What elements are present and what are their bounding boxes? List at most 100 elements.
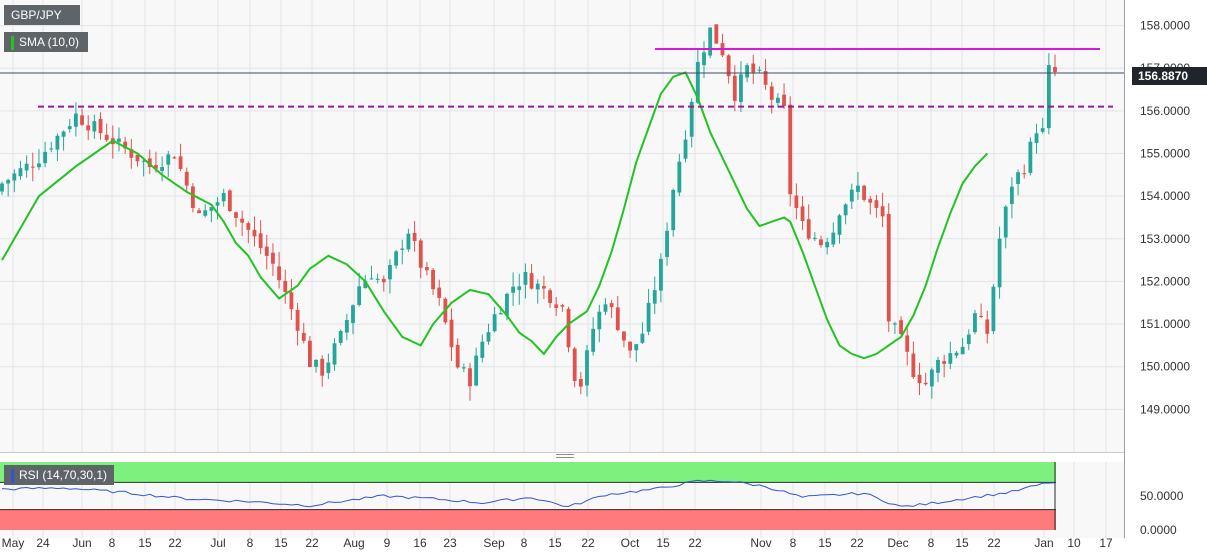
current-price-tag: 156.8870 <box>1132 67 1207 85</box>
candle-up <box>683 139 688 159</box>
x-tick-label: 8 <box>109 536 116 550</box>
candle-up <box>646 302 651 332</box>
candle-up <box>640 333 645 343</box>
candle-up <box>954 352 959 356</box>
sma-color-swatch <box>11 35 14 50</box>
price-tick-label: 153.0000 <box>1140 232 1190 246</box>
x-tick-label: 8 <box>521 536 528 550</box>
sma-legend-text: SMA (10,0) <box>19 35 80 49</box>
rsi-legend[interactable]: RSI (14,70,30,1) <box>4 465 114 485</box>
price-tick-label: 156.0000 <box>1140 104 1190 118</box>
pane-separator <box>0 452 1207 462</box>
candle-down <box>98 118 103 134</box>
x-tick-label: 8 <box>790 536 797 550</box>
candle-down <box>234 212 238 218</box>
candle-down <box>628 341 633 351</box>
candle-up <box>535 283 540 290</box>
candle-up <box>585 350 589 386</box>
sma-line <box>1 71 989 360</box>
candle-down <box>418 240 423 268</box>
candle-up <box>474 355 479 386</box>
candle-down <box>1022 173 1027 175</box>
candle-down <box>431 269 435 290</box>
candle-down <box>449 319 454 348</box>
candle-up <box>831 232 836 245</box>
candle-down <box>622 331 626 341</box>
candle-down <box>80 115 84 125</box>
candle-up <box>991 286 996 332</box>
candle-down <box>609 303 614 308</box>
candle-up <box>461 367 466 369</box>
rsi-overbought-zone <box>0 462 1056 483</box>
candle-down <box>985 319 990 334</box>
x-tick-label: Dec <box>887 536 908 550</box>
candle-up <box>363 280 368 289</box>
x-tick-label: Jun <box>72 536 91 550</box>
candle-down <box>135 154 140 162</box>
candle-down <box>868 198 873 203</box>
candle-up <box>215 202 220 206</box>
candle-up <box>505 293 509 316</box>
rsi-legend-text: RSI (14,70,30,1) <box>19 468 108 482</box>
candle-up <box>332 343 337 365</box>
pane-resize-handle-line[interactable] <box>556 457 574 458</box>
rsi-tick-label: 0.0000 <box>1140 523 1177 537</box>
pane-resize-handle[interactable] <box>556 454 574 455</box>
candle-down <box>1053 67 1057 72</box>
candle-up <box>517 286 522 290</box>
candle-up <box>677 161 682 193</box>
candle-down <box>190 186 195 208</box>
candle-down <box>129 149 134 158</box>
candle-up <box>375 278 380 280</box>
x-tick-label: 22 <box>688 536 702 550</box>
candle-up <box>634 344 639 351</box>
candle-up <box>344 320 349 333</box>
candle-up <box>1028 141 1033 173</box>
candle-up <box>948 353 953 364</box>
candle-down <box>468 368 472 387</box>
candle-up <box>141 160 146 162</box>
candle-down <box>578 378 583 387</box>
candle-down <box>30 166 35 168</box>
candle-up <box>37 163 41 168</box>
x-tick-label: May <box>2 536 25 550</box>
candle-down <box>763 71 768 85</box>
symbol-legend-text: GBP/JPY <box>11 8 62 22</box>
sma-legend[interactable]: SMA (10,0) <box>4 32 88 52</box>
candle-up <box>603 304 608 312</box>
symbol-legend[interactable]: GBP/JPY <box>4 5 80 25</box>
x-tick-label: 17 <box>1099 536 1113 550</box>
candle-down <box>917 374 922 384</box>
candle-down <box>381 278 386 283</box>
candle-down <box>554 304 559 308</box>
candle-up <box>92 121 97 132</box>
candle-down <box>86 125 91 131</box>
x-tick-label: 22 <box>305 536 319 550</box>
candle-up <box>837 215 842 235</box>
candle-up <box>357 286 362 305</box>
candle-down <box>412 232 417 242</box>
candle-up <box>406 233 411 250</box>
candle-down <box>548 290 552 303</box>
x-tick-label: 22 <box>850 536 864 550</box>
x-tick-label: Jul <box>210 536 225 550</box>
candle-up <box>55 135 60 150</box>
candle-up <box>812 237 817 239</box>
candle-up <box>369 278 374 280</box>
candle-up <box>203 210 208 216</box>
candle-down <box>572 348 577 382</box>
candle-down <box>819 239 823 246</box>
candle-up <box>929 369 934 387</box>
candle-up <box>936 359 940 373</box>
candle-up <box>966 334 971 345</box>
candle-down <box>751 63 756 73</box>
candle-down <box>769 86 774 100</box>
x-tick-label: Sep <box>483 536 505 550</box>
candle-up <box>1046 65 1051 129</box>
candle-up <box>6 179 11 184</box>
candle-up <box>856 185 860 192</box>
candle-up <box>160 167 165 171</box>
price-tick-label: 149.0000 <box>1140 402 1190 416</box>
candle-up <box>658 258 663 291</box>
